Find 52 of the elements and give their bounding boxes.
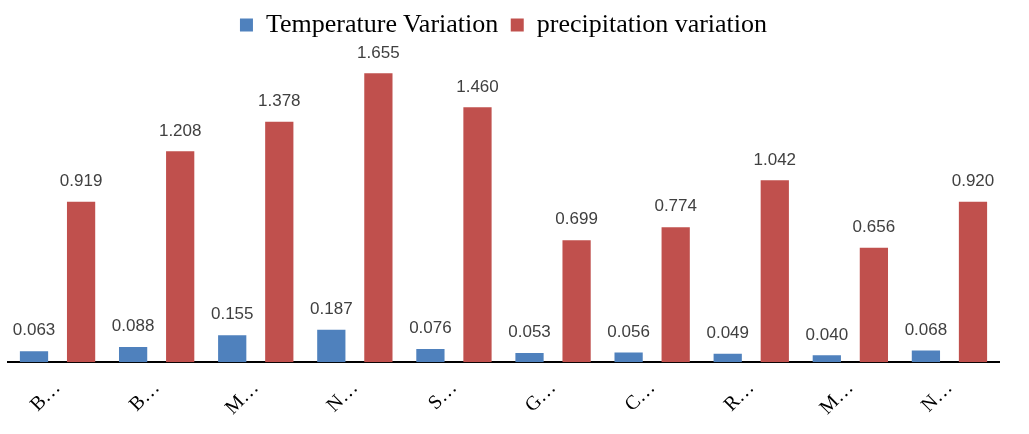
bar	[614, 352, 643, 363]
data-label: 0.919	[59, 171, 103, 191]
bar	[416, 349, 445, 363]
data-label: 0.049	[706, 322, 749, 342]
bar	[859, 247, 889, 363]
x-tick-label: M…	[220, 375, 263, 419]
x-tick-label: M…	[814, 375, 857, 419]
bar	[958, 201, 988, 363]
data-label: 1.042	[753, 149, 797, 169]
bar	[19, 351, 49, 363]
data-label: 0.053	[508, 322, 551, 342]
bar	[317, 329, 346, 363]
data-label: 0.076	[409, 318, 452, 338]
bar	[661, 227, 690, 363]
data-label: 0.656	[852, 216, 896, 236]
bar	[364, 73, 393, 363]
data-label: 0.774	[654, 196, 697, 216]
x-tick-label: N…	[321, 375, 362, 416]
data-label: 0.088	[111, 316, 155, 336]
legend-label: Temperature Variation	[265, 8, 499, 38]
x-tick-label: S…	[422, 375, 461, 414]
data-label: 0.056	[607, 321, 650, 341]
data-label: 0.063	[12, 320, 56, 340]
x-tick-label: B…	[24, 375, 65, 415]
bar	[911, 350, 941, 363]
data-label: 0.187	[310, 298, 353, 318]
bar	[713, 353, 742, 363]
bar	[760, 180, 789, 363]
bar	[166, 151, 195, 363]
bar	[265, 121, 294, 363]
data-label: 1.655	[357, 42, 400, 62]
data-label: 0.040	[805, 324, 849, 344]
bar	[812, 355, 841, 363]
bar	[218, 335, 247, 363]
bar	[562, 240, 591, 363]
bar	[463, 107, 492, 363]
x-tick-label: C…	[619, 375, 659, 415]
x-tick-label: N…	[916, 375, 956, 416]
data-label: 0.155	[210, 304, 254, 324]
data-label: 1.208	[158, 120, 202, 140]
legend-label: precipitation variation	[536, 8, 768, 38]
x-tick-label: B…	[124, 375, 164, 415]
data-label: 1.460	[456, 76, 499, 96]
data-label: 0.068	[904, 319, 948, 339]
bar	[118, 346, 148, 363]
data-label: 0.920	[951, 170, 995, 190]
bar	[66, 201, 96, 363]
x-tick-label: G…	[519, 375, 560, 416]
data-label: 0.699	[555, 209, 598, 229]
bar	[515, 353, 544, 363]
x-tick-label: R…	[718, 375, 758, 415]
data-label: 1.378	[258, 90, 301, 110]
